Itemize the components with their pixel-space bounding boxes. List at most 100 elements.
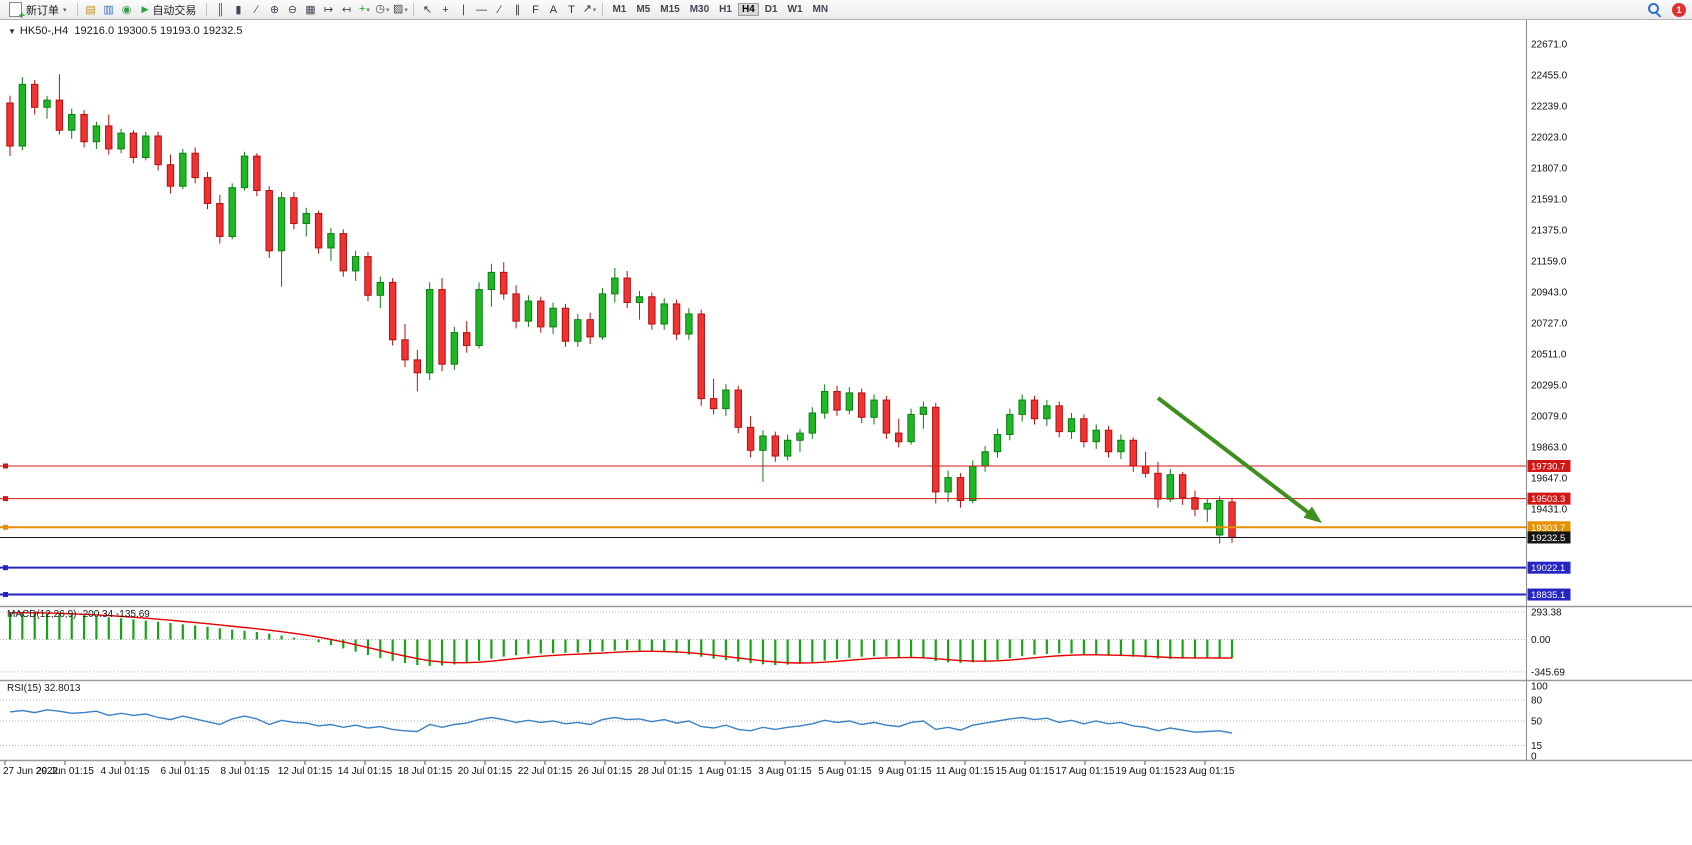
- time-axis-label: 6 Jul 01:15: [161, 766, 210, 777]
- trend-arrow[interactable]: [1156, 396, 1322, 523]
- price-badge-label: 18835.1: [1531, 590, 1565, 601]
- price-badge-label: 19022.1: [1531, 563, 1565, 574]
- time-axis-label: 3 Aug 01:15: [758, 766, 812, 777]
- price-axis-label: 19863.0: [1531, 443, 1568, 454]
- new-order-button[interactable]: 新订单 ▾: [4, 1, 72, 21]
- periods-icon[interactable]: ◷▾: [375, 2, 390, 15]
- toolbar-group-drawing: ↖ + ∣ — ∕ ∥ F A T ↗▾: [419, 1, 597, 19]
- price-axis-label: 21591.0: [1531, 195, 1568, 206]
- tile-windows-icon[interactable]: ▦: [305, 3, 316, 16]
- price-axis-label: 22455.0: [1531, 71, 1568, 82]
- chart-background[interactable]: [0, 20, 1692, 845]
- line-handle[interactable]: [3, 524, 8, 530]
- toolbar-separator: [76, 3, 78, 16]
- timeframe-h4[interactable]: H4: [737, 3, 759, 16]
- fibonacci-icon[interactable]: F: [532, 3, 539, 16]
- timeframe-mn[interactable]: MN: [812, 4, 829, 15]
- chevron-down-icon: ▾: [592, 6, 597, 14]
- time-axis-label: 27 Jun 2022: [3, 766, 58, 777]
- timeframe-m1[interactable]: M1: [612, 4, 627, 15]
- line-handle[interactable]: [3, 565, 8, 571]
- templates-icon[interactable]: ▨▾: [392, 2, 408, 15]
- time-axis-label: 17 Aug 01:15: [1056, 766, 1115, 777]
- trendline-icon[interactable]: ∕: [498, 3, 501, 16]
- timeframe-m15[interactable]: M15: [660, 4, 680, 15]
- time-axis-label: 14 Jul 01:15: [338, 766, 393, 777]
- price-badge: [1527, 459, 1571, 472]
- auto-trading-label: 自动交易: [152, 4, 197, 17]
- price-badge-label: 19303.7: [1531, 523, 1565, 534]
- new-order-label: 新订单: [26, 4, 59, 17]
- new-order-icon: [9, 2, 25, 21]
- rsi-axis-label: 50: [1531, 717, 1543, 728]
- auto-trading-icon: ▶: [141, 4, 149, 14]
- price-badge-label: 19503.3: [1531, 494, 1565, 505]
- indicators-icon[interactable]: +▾: [358, 2, 370, 15]
- time-axis-label: 4 Jul 01:15: [101, 766, 150, 777]
- crosshair-icon[interactable]: +: [442, 3, 449, 16]
- auto-scroll-icon[interactable]: ↦: [323, 3, 334, 16]
- price-axis-label: 20727.0: [1531, 319, 1568, 330]
- rsi-line: [9, 709, 1233, 734]
- timeframe-w1[interactable]: W1: [787, 4, 803, 15]
- timeframe-d1[interactable]: D1: [764, 4, 778, 15]
- chart-shift-icon[interactable]: ↤: [341, 3, 352, 16]
- bar-chart-icon[interactable]: ║: [216, 3, 225, 16]
- terminal-icon[interactable]: ◉: [121, 3, 132, 16]
- toolbar-separator: [413, 3, 415, 16]
- notification-badge[interactable]: 1: [1672, 2, 1686, 17]
- auto-trading-button[interactable]: ▶ 自动交易: [137, 1, 202, 19]
- macd-axis-label: 293.38: [1531, 607, 1562, 618]
- price-axis-label: 19431.0: [1531, 505, 1568, 516]
- price-axis-label: 20295.0: [1531, 381, 1568, 392]
- line-chart-icon[interactable]: ∕: [255, 3, 258, 16]
- timeframe-h1[interactable]: H1: [719, 4, 732, 15]
- price-axis-label: 19647.0: [1531, 474, 1568, 485]
- time-axis-label: 8 Jul 01:15: [221, 766, 270, 777]
- timeframe-m5[interactable]: M5: [636, 4, 651, 15]
- price-badge: [1527, 561, 1571, 574]
- market-watch-icon[interactable]: ▤: [85, 3, 96, 16]
- channel-icon[interactable]: ∥: [514, 3, 521, 16]
- time-axis-label: 22 Jul 01:15: [518, 766, 573, 777]
- label-icon[interactable]: T: [568, 3, 575, 16]
- chevron-down-icon: ▾: [404, 6, 408, 14]
- macd-axis-label: -345.69: [1531, 667, 1565, 678]
- zoom-out-icon[interactable]: ⊖: [287, 3, 298, 16]
- panel-separators[interactable]: [0, 20, 1692, 762]
- arrow-head: [1303, 506, 1322, 523]
- timeframe-m30[interactable]: M30: [689, 4, 710, 15]
- line-handle[interactable]: [3, 463, 8, 469]
- arrows-tool-icon[interactable]: ↗▾: [582, 2, 597, 15]
- time-axis-label: 1 Aug 01:15: [698, 766, 752, 777]
- rsi-axis-label: 15: [1531, 741, 1543, 752]
- rsi-axis-label: 0: [1531, 752, 1537, 763]
- data-window-icon[interactable]: ▥: [103, 3, 114, 16]
- chevron-down-icon: ▾: [63, 6, 67, 14]
- zoom-in-icon[interactable]: ⊕: [269, 3, 280, 16]
- horizontal-line-icon[interactable]: —: [475, 3, 487, 16]
- time-axis-label: 11 Aug 01:15: [936, 766, 995, 777]
- price-axis-label: 20943.0: [1531, 288, 1568, 299]
- cursor-icon[interactable]: ↖: [422, 3, 433, 16]
- toolbar-group-chart: ║ ▮ ∕ ⊕ ⊖ ▦ ↦ ↤ +▾ ◷▾ ▨▾: [212, 1, 408, 19]
- chevron-down-icon: ▾: [366, 6, 370, 14]
- rsi-axis-label: 100: [1531, 682, 1548, 693]
- price-badge: [1527, 588, 1571, 601]
- vertical-line-icon[interactable]: ∣: [460, 3, 467, 16]
- macd-layer: 293.38 0.00 -345.69: [0, 607, 1565, 678]
- candlestick-chart-icon[interactable]: ▮: [235, 3, 242, 16]
- search-icon[interactable]: [1647, 2, 1662, 17]
- price-badge: [1527, 492, 1571, 505]
- price-axis-label: 20511.0: [1531, 350, 1567, 361]
- price-axis-label: 20079.0: [1531, 412, 1568, 423]
- time-axis-label: 5 Aug 01:15: [818, 766, 872, 777]
- time-axis-label: 18 Jul 01:15: [398, 766, 453, 777]
- text-icon[interactable]: A: [549, 3, 558, 16]
- line-handle[interactable]: [3, 496, 8, 502]
- line-handle[interactable]: [3, 592, 8, 598]
